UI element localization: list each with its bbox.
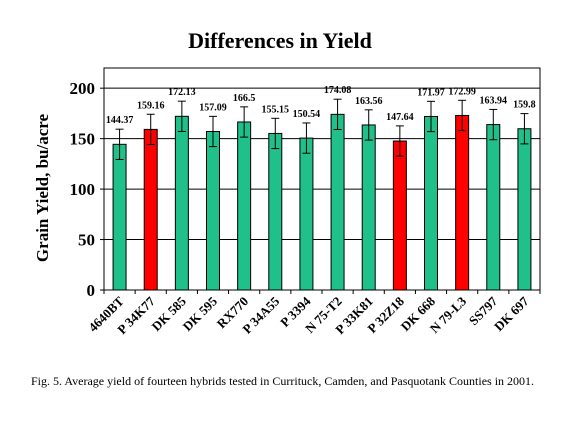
bar: [486, 124, 501, 291]
bar: [517, 128, 532, 291]
x-tick-label: DK 697: [491, 293, 532, 334]
bar: [392, 140, 407, 291]
bar: [237, 121, 252, 291]
bar: [455, 114, 470, 291]
bar: [299, 137, 314, 291]
bar: [361, 124, 376, 291]
data-label: 171.97: [417, 87, 445, 98]
data-label: 166.5: [233, 93, 256, 104]
bar: [206, 130, 220, 291]
bar: [268, 132, 283, 291]
figure-caption: Fig. 5. Average yield of fourteen hybrid…: [31, 374, 535, 388]
bar: [330, 113, 345, 291]
data-label: 159.16: [137, 100, 165, 111]
data-label: 155.15: [262, 104, 290, 115]
y-tick-label: 0: [87, 281, 96, 300]
data-label: 144.37: [106, 115, 134, 126]
data-label: 150.54: [293, 109, 321, 120]
data-label: 147.64: [386, 112, 414, 123]
data-label: 163.94: [480, 95, 508, 106]
y-tick-label: 150: [70, 130, 96, 149]
yield-chart: Differences in Yield Grain Yield, bu/acr…: [33, 28, 541, 337]
data-label: 157.09: [199, 102, 227, 113]
y-tick-label: 200: [70, 79, 96, 98]
x-tick-label: DK 595: [180, 293, 221, 334]
y-axis-label: Grain Yield, bu/acre: [33, 113, 52, 262]
plot-frame: [103, 67, 541, 291]
data-label: 172.13: [168, 87, 196, 98]
data-label: 172.99: [448, 86, 476, 97]
bar: [112, 143, 127, 291]
bar: [143, 128, 158, 291]
chart-title: Differences in Yield: [188, 28, 372, 53]
data-label: 174.08: [324, 85, 352, 96]
data-label: 159.8: [513, 100, 536, 111]
y-tick-label: 100: [70, 180, 96, 199]
data-label: 163.56: [355, 96, 383, 107]
y-tick-label: 50: [78, 231, 95, 250]
bar: [174, 115, 189, 291]
bar: [424, 115, 438, 291]
